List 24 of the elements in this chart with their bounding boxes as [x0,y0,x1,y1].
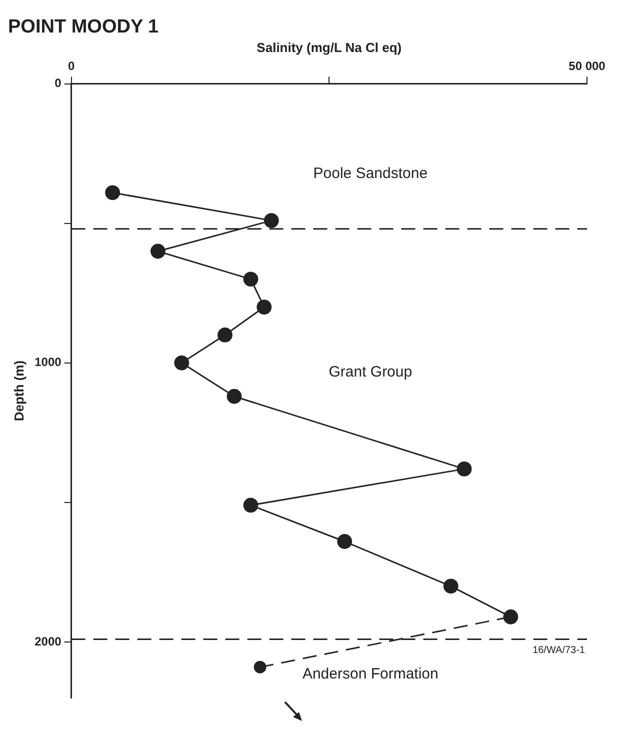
y-tick-label: 2000 [34,634,62,648]
x-axis-title: Salinity (mg/L Na Cl eq) [256,40,402,56]
point [443,578,458,594]
y-axis-title: Depth (m) [11,360,26,422]
point [254,660,266,674]
point [243,272,258,287]
y-tick-label: 0 [54,76,62,90]
point [105,185,120,200]
point [226,388,242,404]
annotation: Poole Sandstone [313,164,428,182]
annotation: Anderson Formation [302,665,438,682]
point [150,244,166,259]
annotation: Grant Group [328,364,412,381]
x-tick-label: 50 000 [568,58,606,73]
point [256,300,272,315]
point [243,498,258,513]
chart-title: POINT MOODY 1 [8,16,160,38]
annotation: 16/WA/73-1 [532,644,586,656]
point [337,534,352,549]
point [264,213,279,228]
point [456,461,472,476]
point [218,328,232,342]
point [174,355,190,370]
y-tick-label: 1000 [34,355,62,370]
